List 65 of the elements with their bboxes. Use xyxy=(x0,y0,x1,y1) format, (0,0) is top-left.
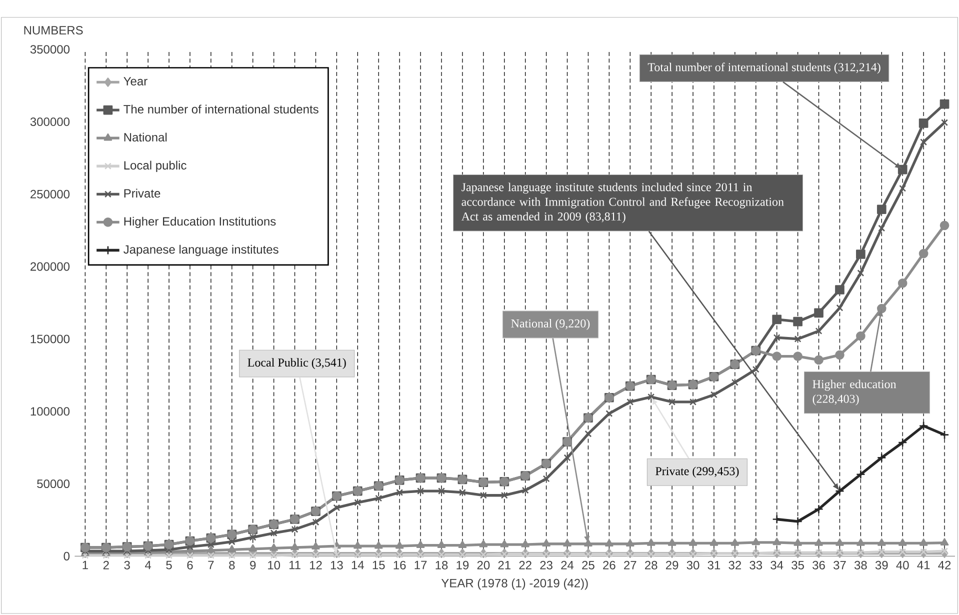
x-tick-label: 33 xyxy=(750,560,762,570)
x-tick-label: 36 xyxy=(812,560,825,570)
x-tick-label: 5 xyxy=(166,560,172,570)
annotation: Private (299,453) xyxy=(656,466,739,478)
legend-label: The number of international students xyxy=(124,104,318,114)
x-tick-label: 8 xyxy=(229,560,235,570)
x-tick-label: 16 xyxy=(394,560,406,570)
legend-label: Private xyxy=(124,188,160,198)
annotation: National (9,220) xyxy=(511,319,590,330)
legend-label: Japanese language institutes xyxy=(124,244,278,256)
y-tick-label: 300000 xyxy=(30,118,70,126)
x-tick-label: 1 xyxy=(82,560,88,570)
x-tick-label: 12 xyxy=(310,560,322,570)
y-tick-label: 100000 xyxy=(30,407,70,416)
y-tick-label: 350000 xyxy=(30,45,70,54)
x-tick-label: 41 xyxy=(917,560,930,570)
x-tick-label: 42 xyxy=(938,560,951,570)
x-tick-label: 30 xyxy=(686,560,700,570)
annotation: Total number of international students (312,214) xyxy=(648,62,880,74)
x-tick-label: 24 xyxy=(561,560,574,570)
y-tick-label: 0 xyxy=(64,552,70,561)
x-tick-label: 22 xyxy=(519,560,532,570)
y-tick-label: 200000 xyxy=(30,262,70,271)
x-tick-label: 21 xyxy=(498,560,510,570)
legend-label: Local public xyxy=(124,160,186,172)
x-tick-label: 3 xyxy=(124,560,130,570)
x-tick-label: 7 xyxy=(208,560,214,570)
y-tick-label: 50000 xyxy=(37,480,70,488)
x-tick-label: 9 xyxy=(250,560,256,570)
x-tick-label: 14 xyxy=(352,560,364,570)
x-tick-label: 2 xyxy=(103,560,109,570)
x-tick-label: 4 xyxy=(144,560,152,570)
x-tick-label: 6 xyxy=(187,560,193,570)
x-axis-title: YEAR (1978 (1) -2019 (42)) xyxy=(441,578,588,590)
x-tick-label: 11 xyxy=(289,560,300,570)
x-tick-label: 31 xyxy=(708,560,720,570)
annotation: Higher education (228,403) xyxy=(812,380,896,406)
x-tick-label: 25 xyxy=(582,560,594,570)
x-tick-label: 26 xyxy=(603,560,616,570)
annotation: Japanese language institute students included since 2011 in accordance with Immigration Control and Refugee Recognization Act as amended in 2009 (83,811) xyxy=(461,182,784,224)
x-tick-label: 19 xyxy=(456,560,469,570)
x-tick-label: 28 xyxy=(645,560,658,570)
annotation: Local Public (3,541) xyxy=(248,358,346,370)
x-tick-label: 20 xyxy=(477,560,490,570)
x-tick-label: 32 xyxy=(728,560,741,570)
y-tick-label: 150000 xyxy=(30,334,70,344)
y-tick-label: 250000 xyxy=(30,190,70,198)
x-tick-label: 27 xyxy=(624,560,636,570)
x-tick-label: 40 xyxy=(896,560,909,570)
x-tick-label: 34 xyxy=(770,560,784,570)
x-tick-label: 29 xyxy=(666,560,678,570)
x-tick-label: 15 xyxy=(372,560,385,570)
x-tick-label: 39 xyxy=(875,560,888,570)
x-tick-label: 37 xyxy=(834,560,846,570)
y-axis-title: NUMBERS xyxy=(24,26,83,35)
x-tick-label: 17 xyxy=(414,560,427,570)
x-tick-label: 10 xyxy=(268,560,280,570)
x-tick-label: 35 xyxy=(792,560,804,570)
x-tick-label: 18 xyxy=(436,560,448,570)
x-tick-label: 23 xyxy=(540,560,552,570)
legend-label: Year xyxy=(124,77,148,86)
x-tick-label: 13 xyxy=(330,560,343,570)
legend-label: National xyxy=(124,132,167,142)
legend-label: Higher Education Institutions xyxy=(124,216,276,228)
x-tick-label: 38 xyxy=(854,560,867,570)
